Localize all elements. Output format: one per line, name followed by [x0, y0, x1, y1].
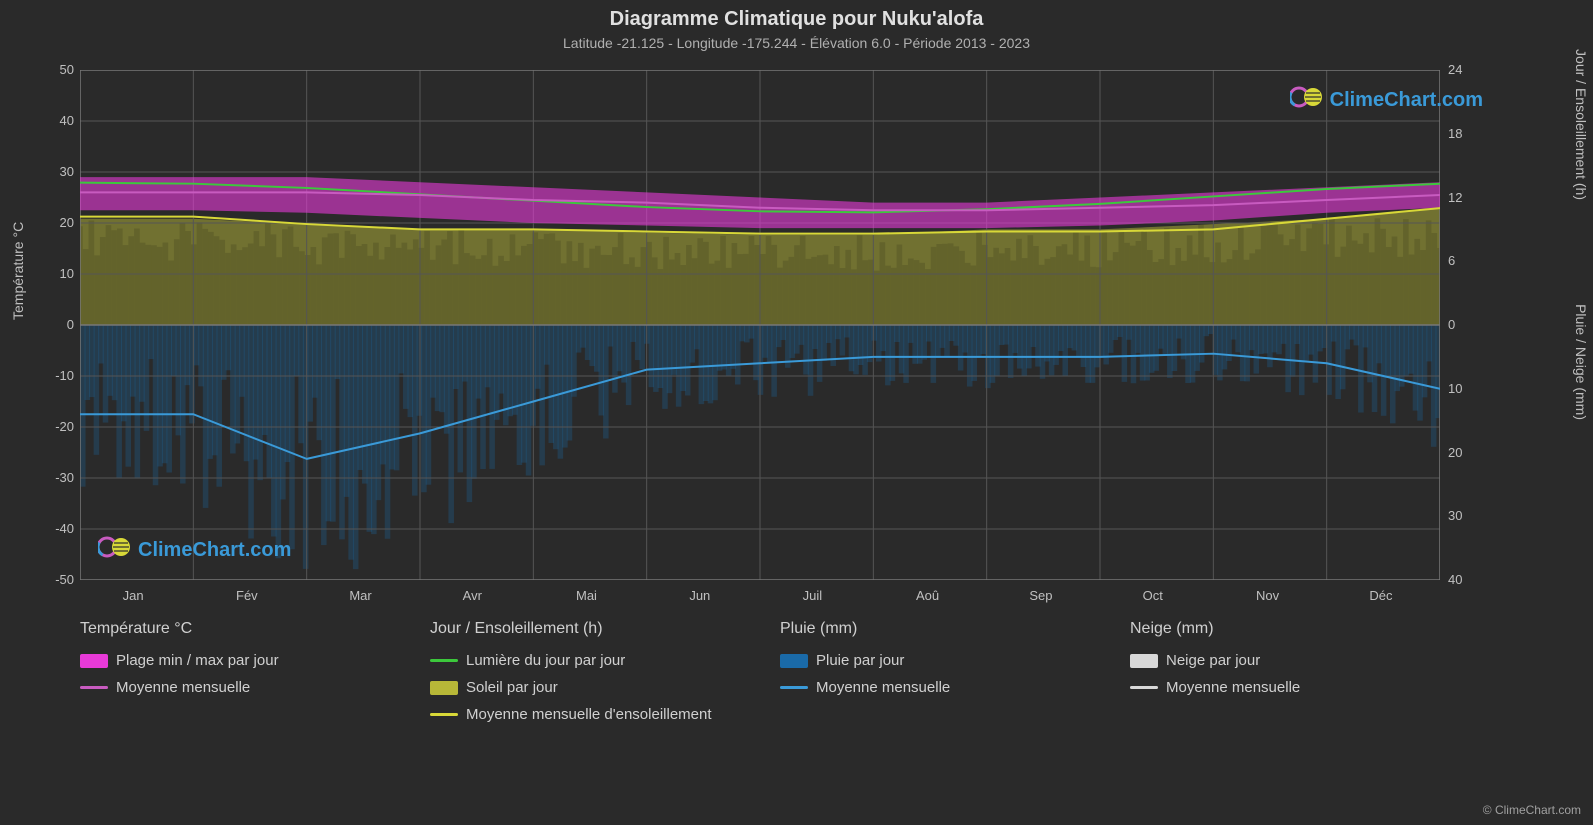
legend-label: Lumière du jour par jour [466, 652, 625, 669]
watermark: ClimeChart.com [98, 536, 291, 564]
x-tick-month: Déc [1369, 588, 1392, 603]
y-axis-left-label: Température °C [10, 222, 26, 320]
logo-icon [98, 536, 132, 564]
left-tick: -10 [55, 368, 74, 383]
legend-group: Jour / Ensoleillement (h) Lumière du jour… [430, 620, 730, 723]
left-tick: -20 [55, 419, 74, 434]
chart-subtitle: Latitude -21.125 - Longitude -175.244 - … [0, 31, 1593, 51]
legend-label: Moyenne mensuelle [816, 679, 950, 696]
plot-area [80, 70, 1440, 580]
left-tick: -50 [55, 572, 74, 587]
watermark-text: ClimeChart.com [1330, 89, 1483, 112]
x-tick-month: Mar [349, 588, 371, 603]
legend-group: Température °C Plage min / max par jour Mo… [80, 620, 380, 723]
right-bottom-tick: 20 [1448, 445, 1462, 460]
right-top-tick: 18 [1448, 126, 1462, 141]
x-tick-month: Oct [1143, 588, 1163, 603]
watermark-text: ClimeChart.com [138, 539, 291, 562]
left-tick: 30 [60, 164, 74, 179]
y-axis-right-top-label: Jour / Ensoleillement (h) [1573, 49, 1589, 200]
right-top-tick: 24 [1448, 62, 1462, 77]
copyright: © ClimeChart.com [1483, 803, 1581, 817]
watermark: ClimeChart.com [1290, 86, 1483, 114]
legend-item: Plage min / max par jour [80, 652, 380, 669]
legend-header: Jour / Ensoleillement (h) [430, 620, 730, 638]
legend-label: Neige par jour [1166, 652, 1260, 669]
y-axis-right-bottom-label: Pluie / Neige (mm) [1573, 304, 1589, 420]
legend-header: Neige (mm) [1130, 620, 1430, 638]
legend-swatch [80, 654, 108, 668]
x-tick-month: Juil [803, 588, 823, 603]
legend-item: Lumière du jour par jour [430, 652, 730, 669]
x-tick-month: Sep [1029, 588, 1052, 603]
x-tick-month: Jun [689, 588, 710, 603]
left-tick: 20 [60, 215, 74, 230]
right-top-tick: 6 [1448, 253, 1455, 268]
legend-swatch [430, 681, 458, 695]
x-tick-month: Avr [463, 588, 482, 603]
logo-icon [1290, 86, 1324, 114]
right-bottom-tick: 10 [1448, 381, 1462, 396]
right-bottom-tick: 30 [1448, 508, 1462, 523]
right-top-tick: 12 [1448, 190, 1462, 205]
left-tick: 50 [60, 62, 74, 77]
legend-swatch [430, 713, 458, 716]
legend-item: Moyenne mensuelle [780, 679, 1080, 696]
legend-item: Moyenne mensuelle [80, 679, 380, 696]
x-tick-month: Aoû [916, 588, 939, 603]
legend-label: Plage min / max par jour [116, 652, 279, 669]
legend-group: Pluie (mm) Pluie par jour Moyenne mensuell… [780, 620, 1080, 723]
legend-header: Pluie (mm) [780, 620, 1080, 638]
legend-header: Température °C [80, 620, 380, 638]
legend-swatch [1130, 654, 1158, 668]
legend-item: Moyenne mensuelle d'ensoleillement [430, 706, 730, 723]
legend-swatch [1130, 686, 1158, 689]
left-tick: -30 [55, 470, 74, 485]
climate-chart: Diagramme Climatique pour Nuku'alofa Lat… [0, 0, 1593, 825]
legend-label: Moyenne mensuelle d'ensoleillement [466, 706, 712, 723]
left-tick: 10 [60, 266, 74, 281]
legend-label: Pluie par jour [816, 652, 904, 669]
x-tick-month: Mai [576, 588, 597, 603]
x-tick-month: Fév [236, 588, 258, 603]
chart-title: Diagramme Climatique pour Nuku'alofa [0, 0, 1593, 31]
legend-swatch [430, 659, 458, 662]
legend-label: Moyenne mensuelle [1166, 679, 1300, 696]
legend-group: Neige (mm) Neige par jour Moyenne mensuell… [1130, 620, 1430, 723]
left-tick: 0 [67, 317, 74, 332]
x-tick-month: Nov [1256, 588, 1279, 603]
legend-item: Soleil par jour [430, 679, 730, 696]
legend-item: Moyenne mensuelle [1130, 679, 1430, 696]
legend-item: Neige par jour [1130, 652, 1430, 669]
legend-swatch [780, 686, 808, 689]
right-top-tick: 0 [1448, 317, 1455, 332]
right-bottom-tick: 40 [1448, 572, 1462, 587]
x-tick-month: Jan [123, 588, 144, 603]
legend-label: Soleil par jour [466, 679, 558, 696]
legend-label: Moyenne mensuelle [116, 679, 250, 696]
left-tick: -40 [55, 521, 74, 536]
legend-swatch [780, 654, 808, 668]
legend: Température °C Plage min / max par jour Mo… [80, 620, 1520, 723]
legend-swatch [80, 686, 108, 689]
legend-item: Pluie par jour [780, 652, 1080, 669]
left-tick: 40 [60, 113, 74, 128]
